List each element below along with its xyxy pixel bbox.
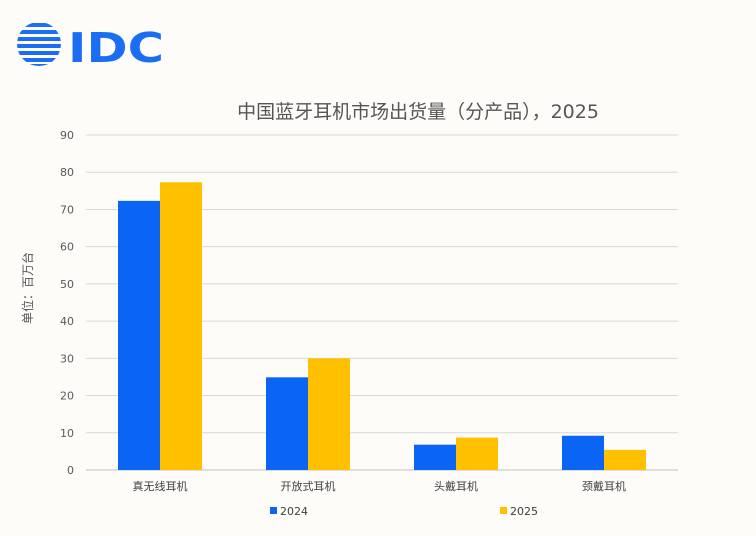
y-tick-label: 80 xyxy=(60,166,74,179)
bar-2024 xyxy=(414,444,456,470)
bar-2025 xyxy=(604,449,646,470)
x-tick-label: 真无线耳机 xyxy=(133,479,188,493)
x-tick-label: 头戴耳机 xyxy=(434,479,478,493)
y-tick-label: 40 xyxy=(60,315,74,328)
y-tick-label: 60 xyxy=(60,241,74,254)
legend-label-2024: 2024 xyxy=(280,505,308,518)
logo-wordmark: IDC xyxy=(68,24,164,70)
idc-logo: IDC xyxy=(16,20,166,72)
x-tick-label: 颈戴耳机 xyxy=(582,479,626,493)
legend-swatch-2025 xyxy=(500,507,507,514)
y-tick-label: 30 xyxy=(60,352,74,365)
bar-2025 xyxy=(308,358,350,470)
bar-2024 xyxy=(562,435,604,470)
y-tick-label: 20 xyxy=(60,390,74,403)
y-tick-label: 50 xyxy=(60,278,74,291)
y-tick-label: 70 xyxy=(60,203,74,216)
y-tick-label: 90 xyxy=(60,129,74,142)
legend-swatch-2024 xyxy=(270,507,277,514)
bars xyxy=(118,182,646,470)
globe-icon xyxy=(17,23,61,66)
legend-label-2025: 2025 xyxy=(510,505,538,518)
y-tick-label: 10 xyxy=(60,427,74,440)
bar-2025 xyxy=(160,182,202,470)
y-tick-label: 0 xyxy=(67,464,74,477)
idc-logo-graphic: IDC xyxy=(17,23,164,72)
bar-2024 xyxy=(266,377,308,470)
bar-2025 xyxy=(456,437,498,470)
y-axis-ticks: 0 10 20 30 40 50 60 70 80 90 xyxy=(60,129,74,477)
chart-title: 中国蓝牙耳机市场出货量（分产品），2025 xyxy=(237,101,599,123)
legend: 2024 2025 xyxy=(270,505,538,518)
x-tick-label: 开放式耳机 xyxy=(281,479,336,493)
bar-2024 xyxy=(118,200,160,470)
x-axis-ticks: 真无线耳机 开放式耳机 头戴耳机 颈戴耳机 xyxy=(133,479,627,493)
y-axis-label: 单位：百万台 xyxy=(20,252,35,324)
